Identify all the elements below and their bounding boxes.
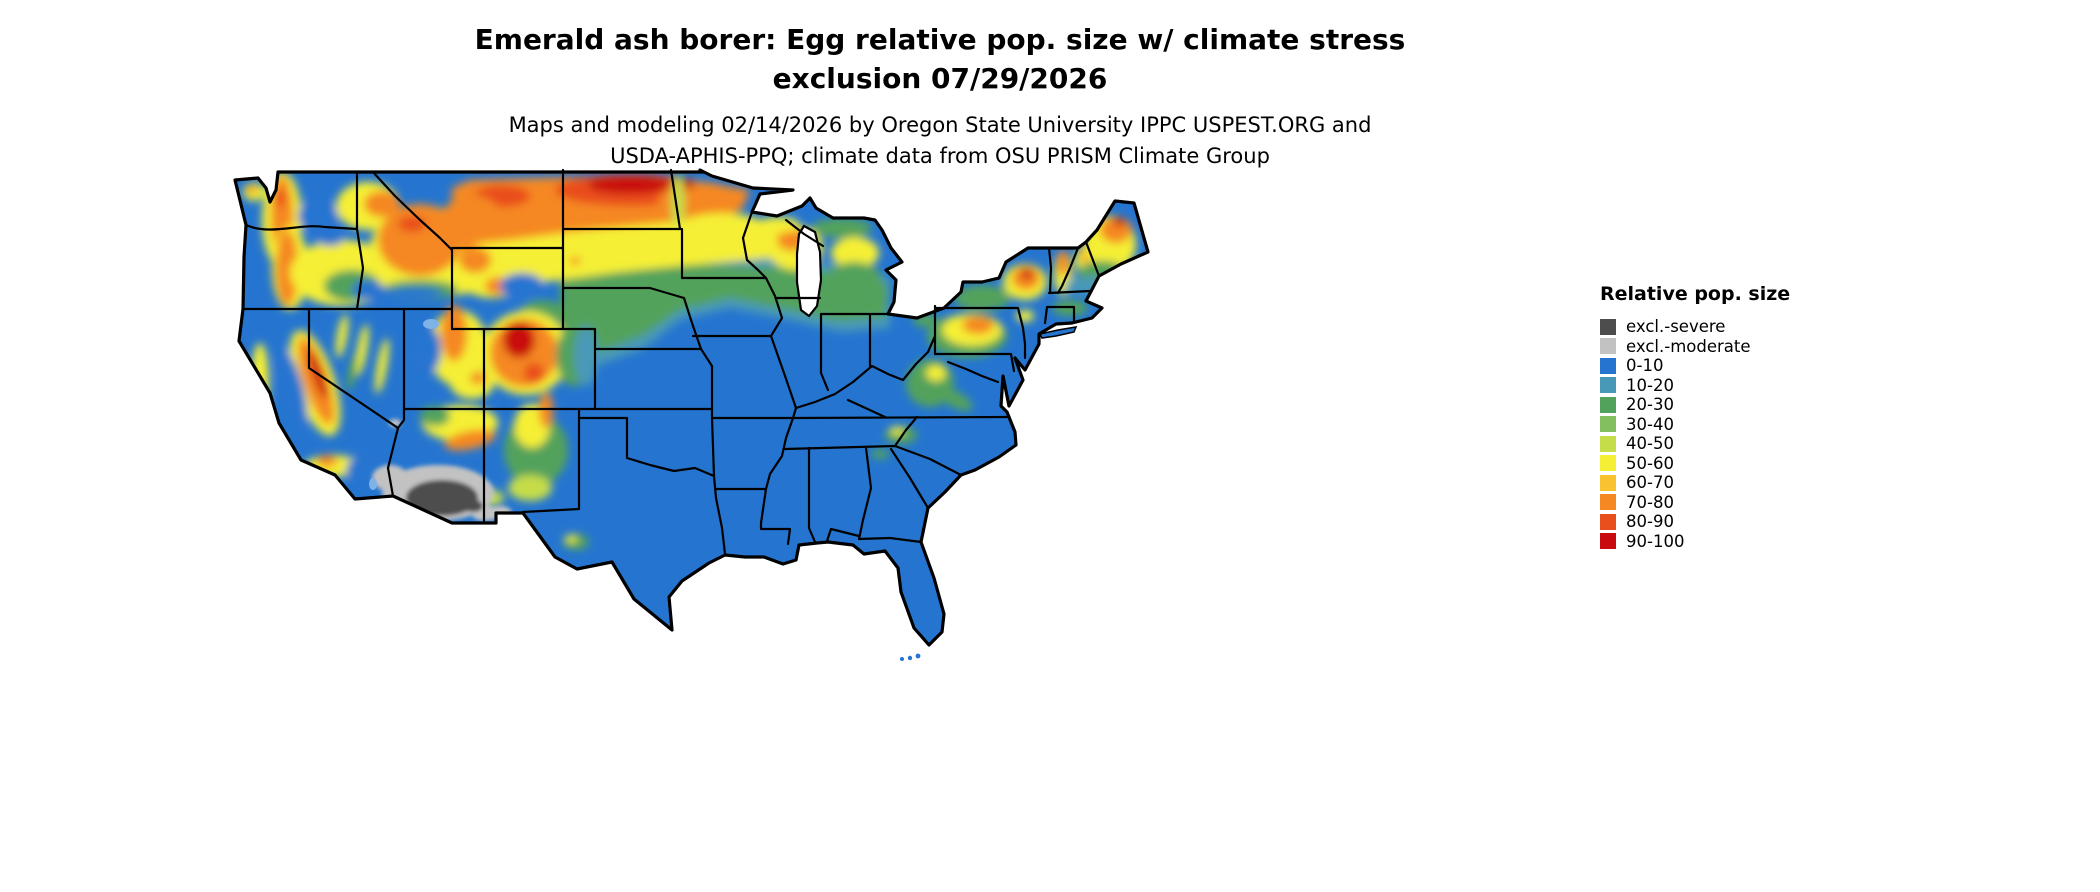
legend-swatch bbox=[1600, 416, 1616, 433]
legend-label: 40-50 bbox=[1626, 434, 1674, 454]
legend-label: excl.-severe bbox=[1626, 317, 1726, 337]
legend-item: 90-100 bbox=[1600, 532, 1840, 552]
legend-swatch bbox=[1600, 338, 1616, 355]
legend-swatch bbox=[1600, 474, 1616, 491]
legend-label: 70-80 bbox=[1626, 492, 1674, 512]
legend-item: 50-60 bbox=[1600, 454, 1840, 474]
legend-item: 70-80 bbox=[1600, 493, 1840, 513]
legend-title: Relative pop. size bbox=[1600, 283, 1791, 305]
legend-swatch bbox=[1600, 533, 1616, 550]
salton-sea bbox=[369, 478, 377, 490]
legend-item: 30-40 bbox=[1600, 415, 1840, 435]
us-map bbox=[233, 168, 1150, 661]
legend-label: 80-90 bbox=[1626, 512, 1674, 532]
legend-item: 60-70 bbox=[1600, 473, 1840, 493]
legend: Relative pop. size excl.-severe excl.-mo… bbox=[1600, 283, 1840, 551]
legend-swatch bbox=[1600, 396, 1616, 413]
legend-swatch bbox=[1600, 455, 1616, 472]
legend-swatch bbox=[1600, 357, 1616, 374]
legend-item: 80-90 bbox=[1600, 512, 1840, 532]
map-subtitle: Maps and modeling 02/14/2026 by Oregon S… bbox=[0, 110, 1880, 172]
legend-item: excl.-severe bbox=[1600, 317, 1840, 337]
legend-item: excl.-moderate bbox=[1600, 337, 1840, 357]
legend-label: 90-100 bbox=[1626, 531, 1685, 551]
legend-label: 60-70 bbox=[1626, 473, 1674, 493]
legend-swatch bbox=[1600, 513, 1616, 530]
legend-swatch bbox=[1600, 435, 1616, 452]
us-map-container bbox=[230, 168, 1150, 668]
legend-item: 40-50 bbox=[1600, 434, 1840, 454]
map-subtitle-line1: Maps and modeling 02/14/2026 by Oregon S… bbox=[508, 113, 1372, 137]
lake-michigan bbox=[795, 224, 823, 318]
legend-label: 20-30 bbox=[1626, 395, 1674, 415]
legend-label: excl.-moderate bbox=[1626, 336, 1751, 356]
legend-swatch bbox=[1600, 318, 1616, 335]
legend-label: 30-40 bbox=[1626, 414, 1674, 434]
map-subtitle-line2: USDA-APHIS-PPQ; climate data from OSU PR… bbox=[610, 144, 1270, 168]
legend-label: 0-10 bbox=[1626, 356, 1664, 376]
map-title-line2: exclusion 07/29/2026 bbox=[772, 62, 1108, 95]
great-salt-lake bbox=[423, 319, 439, 329]
legend-item: 0-10 bbox=[1600, 356, 1840, 376]
us-outline bbox=[233, 168, 1150, 647]
legend-label: 10-20 bbox=[1626, 375, 1674, 395]
long-island bbox=[1038, 326, 1078, 339]
state-borders bbox=[241, 168, 1101, 556]
map-title-line1: Emerald ash borer: Egg relative pop. siz… bbox=[474, 23, 1406, 56]
legend-item: 10-20 bbox=[1600, 376, 1840, 396]
legend-swatch bbox=[1600, 377, 1616, 394]
map-title: Emerald ash borer: Egg relative pop. siz… bbox=[0, 20, 1880, 98]
legend-item: 20-30 bbox=[1600, 395, 1840, 415]
florida-keys bbox=[900, 653, 921, 661]
legend-swatch bbox=[1600, 494, 1616, 511]
legend-label: 50-60 bbox=[1626, 453, 1674, 473]
